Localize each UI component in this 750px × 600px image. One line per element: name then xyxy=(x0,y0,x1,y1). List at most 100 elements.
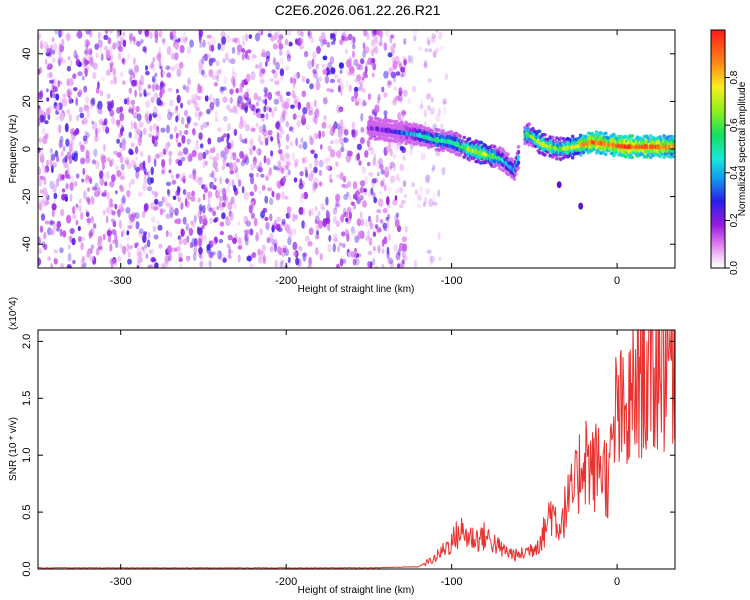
noise-dot xyxy=(407,98,411,104)
noise-dot xyxy=(55,178,60,188)
noise-dot xyxy=(213,82,219,87)
colorbar-gradient xyxy=(710,29,726,269)
noise-dot xyxy=(223,75,228,85)
y-tick-label: 0.0 xyxy=(21,561,33,576)
y-axis-label-top: Frequency (Hz) xyxy=(8,115,19,184)
ridge-dot xyxy=(630,155,635,160)
ridge-dot xyxy=(516,154,521,161)
noise-dot xyxy=(176,68,182,77)
noise-dot xyxy=(136,265,140,268)
noise-dot xyxy=(130,214,135,223)
noise-dot xyxy=(332,233,338,239)
noise-dot xyxy=(109,53,114,62)
noise-dot xyxy=(339,172,344,181)
noise-dot xyxy=(109,258,115,265)
noise-dot xyxy=(426,36,430,46)
noise-dot xyxy=(89,104,93,110)
noise-dot xyxy=(120,231,124,238)
noise-dot xyxy=(175,105,178,111)
noise-dot xyxy=(117,208,121,218)
noise-dot xyxy=(256,165,261,172)
noise-dot xyxy=(51,162,58,168)
noise-dot xyxy=(121,194,126,204)
noise-dot xyxy=(122,31,126,37)
noise-dot xyxy=(256,149,260,155)
noise-dot xyxy=(395,212,399,219)
ridge-dot xyxy=(389,119,394,123)
noise-dot xyxy=(342,243,346,249)
noise-dot xyxy=(336,104,341,114)
noise-dot xyxy=(120,172,125,177)
noise-dot xyxy=(208,57,213,67)
noise-dot xyxy=(361,100,367,108)
noise-dot xyxy=(274,91,280,96)
noise-dot xyxy=(426,249,432,254)
noise-dot xyxy=(243,215,248,225)
ridge-dot xyxy=(523,141,527,146)
noise-dot xyxy=(375,30,380,36)
noise-dot xyxy=(120,197,126,205)
noise-dot xyxy=(371,178,377,184)
noise-dot xyxy=(129,35,133,45)
noise-dot xyxy=(150,61,154,70)
noise-dot xyxy=(233,184,237,192)
noise-dot xyxy=(117,52,122,61)
noise-dot xyxy=(48,105,54,112)
noise-dot xyxy=(61,174,65,180)
ridge-dot xyxy=(437,128,441,132)
ridge-dot xyxy=(441,129,445,133)
noise-dot xyxy=(187,77,191,85)
noise-dot xyxy=(238,179,242,187)
noise-dot xyxy=(70,175,75,184)
noise-dot xyxy=(61,38,65,46)
noise-dot xyxy=(318,220,324,229)
noise-dot xyxy=(269,232,274,241)
noise-dot xyxy=(403,193,408,199)
noise-dot xyxy=(294,214,298,220)
noise-dot xyxy=(244,124,250,132)
noise-dot xyxy=(389,260,395,268)
ridge-dot xyxy=(512,177,517,181)
x-tick-label: 0 xyxy=(614,576,620,588)
noise-dot xyxy=(297,114,301,119)
noise-dot xyxy=(393,74,397,83)
noise-dot xyxy=(390,161,395,168)
noise-dot xyxy=(327,61,333,71)
noise-dot xyxy=(77,91,82,98)
noise-dot xyxy=(313,166,318,174)
noise-dot xyxy=(373,153,377,160)
noise-dot xyxy=(59,135,64,144)
noise-dot xyxy=(144,110,150,120)
noise-dot xyxy=(290,104,295,109)
noise-dot xyxy=(309,83,314,90)
noise-dot xyxy=(138,228,144,235)
noise-dot xyxy=(39,225,44,233)
noise-dot xyxy=(362,49,366,59)
noise-dot xyxy=(60,150,64,157)
noise-dot xyxy=(81,76,85,81)
noise-dot xyxy=(392,199,398,206)
noise-dot xyxy=(344,228,349,237)
noise-dot xyxy=(175,189,181,197)
noise-dot xyxy=(333,123,336,131)
noise-dot xyxy=(359,180,366,187)
noise-dot xyxy=(199,206,203,215)
noise-dot xyxy=(313,71,318,79)
noise-dot xyxy=(286,161,292,166)
noise-dot xyxy=(47,256,51,261)
noise-dot xyxy=(130,178,135,185)
noise-dot xyxy=(128,148,133,155)
noise-dot xyxy=(153,234,159,240)
noise-dot xyxy=(229,249,234,254)
noise-dot xyxy=(78,61,83,67)
noise-dot xyxy=(378,41,383,47)
noise-dot xyxy=(112,220,117,228)
x-tick-label: -100 xyxy=(441,275,463,287)
noise-dot xyxy=(212,75,217,80)
noise-dot xyxy=(301,90,307,98)
noise-dot xyxy=(127,52,131,61)
noise-dot xyxy=(293,95,299,104)
noise-dot xyxy=(269,213,273,222)
noise-dot xyxy=(232,105,238,114)
noise-dot xyxy=(276,131,280,142)
